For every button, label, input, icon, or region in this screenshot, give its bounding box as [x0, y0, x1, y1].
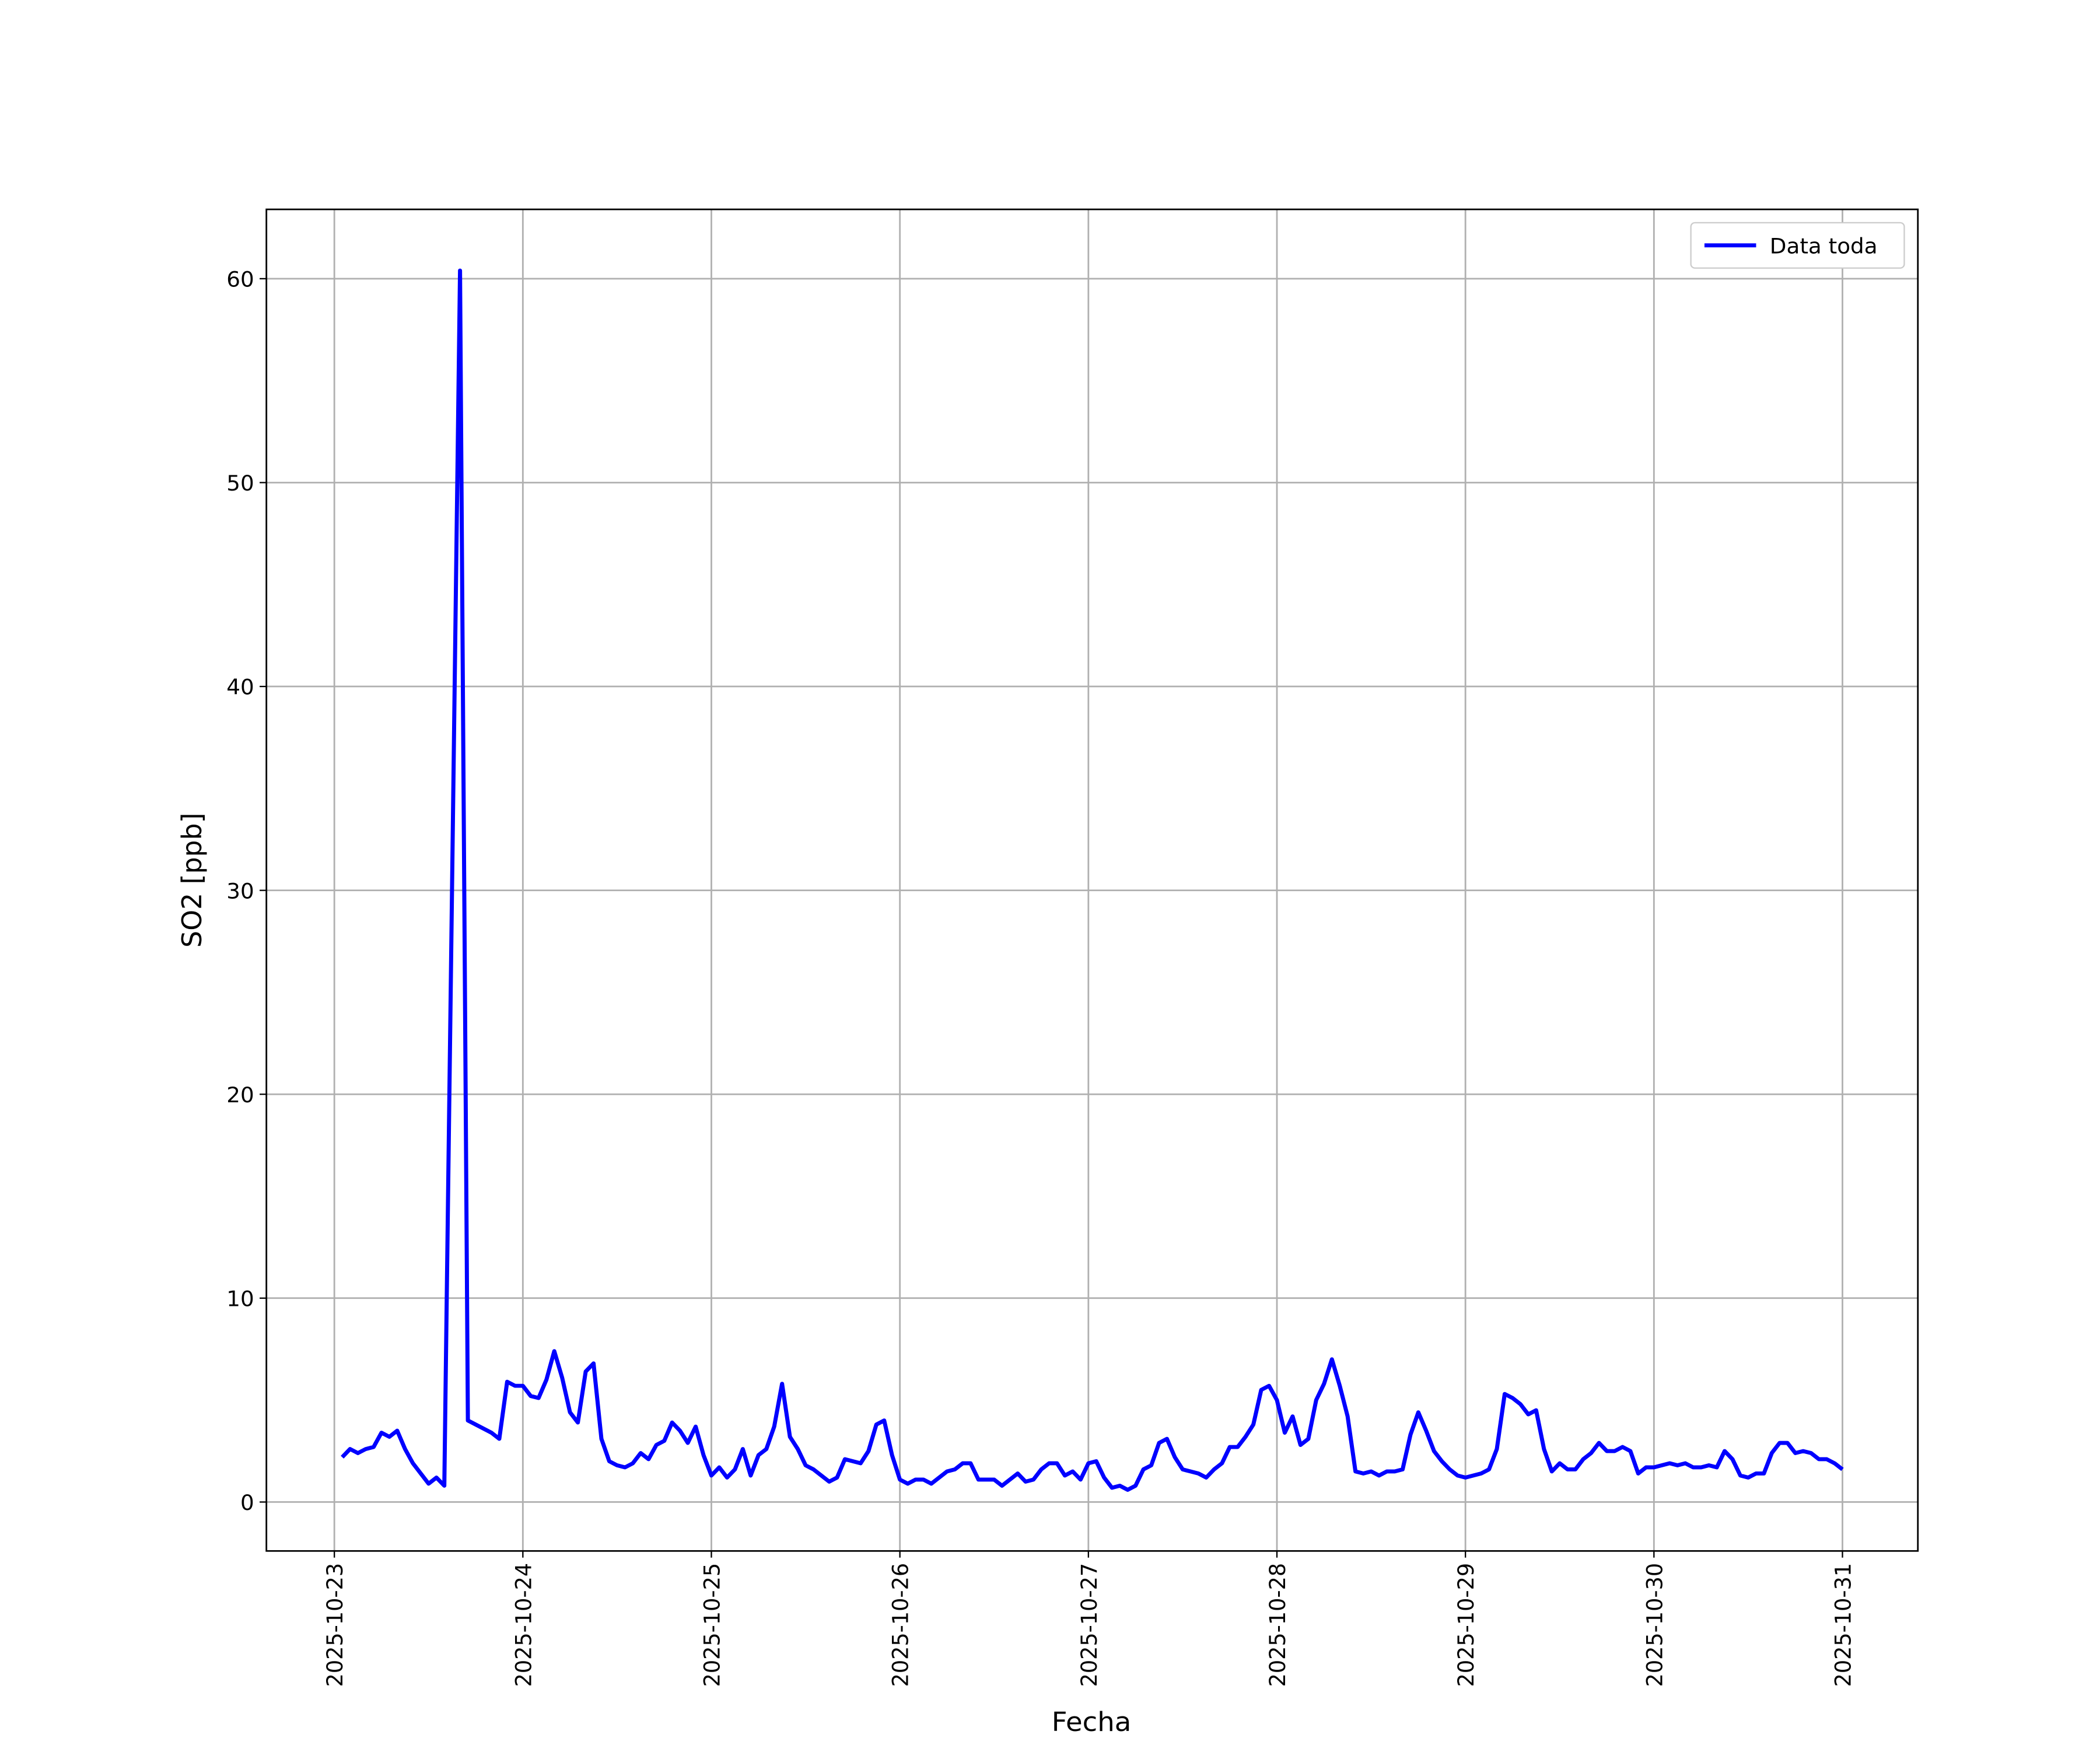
legend-box — [1690, 222, 1905, 269]
x-tick-label: 2025-10-24 — [511, 1563, 536, 1687]
legend-label: Data toda — [1770, 234, 1878, 259]
grid — [266, 209, 1918, 1551]
y-tick-label: 40 — [226, 675, 254, 700]
plot-area — [341, 268, 1844, 1492]
y-tick-label: 60 — [226, 267, 254, 292]
x-tick-label: 2025-10-30 — [1642, 1563, 1667, 1687]
x-tick-label: 2025-10-23 — [323, 1563, 348, 1687]
x-axis-label: Fecha — [1052, 1706, 1132, 1737]
x-tick-label: 2025-10-26 — [888, 1563, 913, 1687]
data-line — [341, 268, 1844, 1492]
x-tick-label: 2025-10-28 — [1265, 1563, 1290, 1687]
axes-frame — [265, 208, 1919, 1552]
x-tick-label: 2025-10-29 — [1454, 1563, 1479, 1687]
x-tick-label: 2025-10-25 — [699, 1563, 724, 1687]
y-tick-label: 10 — [226, 1287, 254, 1312]
y-tick-label: 50 — [226, 471, 254, 496]
y-tick-label: 30 — [226, 879, 254, 904]
legend: Data toda — [1690, 222, 1905, 269]
x-tick-label: 2025-10-31 — [1831, 1563, 1856, 1687]
y-tick-label: 0 — [240, 1490, 254, 1515]
x-tick-label: 2025-10-27 — [1076, 1563, 1101, 1687]
y-axis-label: SO2 [ppb] — [176, 812, 208, 947]
y-tick-label: 20 — [226, 1082, 254, 1108]
